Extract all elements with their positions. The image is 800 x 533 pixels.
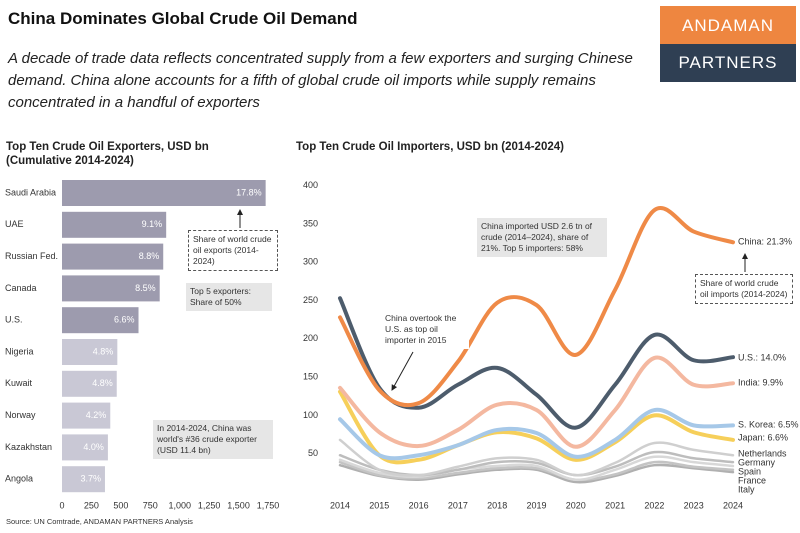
bar xyxy=(62,370,117,397)
legend-label: U.S.: 14.0% xyxy=(738,352,786,362)
category-label: Kazakhstan xyxy=(5,442,52,452)
line xyxy=(338,407,735,461)
annotation: China imported USD 2.6 tn of crude (2014… xyxy=(477,218,607,257)
category-label: Canada xyxy=(5,283,37,293)
x-tick-label: 2018 xyxy=(487,500,507,510)
bar xyxy=(62,275,160,302)
bar xyxy=(62,243,164,270)
logo-bottom: PARTNERS xyxy=(660,44,796,82)
category-label: Russian Fed. xyxy=(5,251,58,261)
data-label: 4.0% xyxy=(83,442,104,452)
y-tick-label: 250 xyxy=(303,295,318,305)
x-tick-label: 1,000 xyxy=(168,500,191,510)
line xyxy=(338,206,735,408)
line xyxy=(338,463,735,484)
legend-label: Netherlands xyxy=(738,448,787,458)
data-label: 4.8% xyxy=(93,346,114,356)
annotation: Share of world crude oil exports (2014-2… xyxy=(188,230,278,271)
legend-label: Spain xyxy=(738,466,761,476)
data-label: 17.8% xyxy=(236,187,262,197)
data-label: 3.7% xyxy=(80,474,101,484)
legend-label: Japan: 6.6% xyxy=(738,432,788,442)
x-tick-label: 1,250 xyxy=(198,500,221,510)
legend-label: Germany xyxy=(738,457,776,467)
annotation: Top 5 exporters: Share of 50% xyxy=(186,283,272,311)
line xyxy=(338,389,735,465)
x-tick-label: 2022 xyxy=(644,500,664,510)
legend-label: Italy xyxy=(738,484,755,494)
legend-label: France xyxy=(738,475,766,485)
y-tick-label: 100 xyxy=(303,410,318,420)
line xyxy=(338,355,735,449)
data-label: 8.5% xyxy=(135,283,156,293)
x-tick-label: 2024 xyxy=(723,500,743,510)
x-tick-label: 2020 xyxy=(566,500,586,510)
annotation: In 2014-2024, China was world's #36 crud… xyxy=(153,420,273,459)
data-label: 6.6% xyxy=(114,315,135,325)
bar xyxy=(62,180,266,206)
bar xyxy=(62,339,118,365)
y-tick-label: 350 xyxy=(303,218,318,228)
title: China Dominates Global Crude Oil Demand xyxy=(8,9,358,28)
source: Source: UN Comtrade, ANDAMAN PARTNERS An… xyxy=(6,517,193,526)
x-tick-label: 0 xyxy=(59,500,64,510)
x-tick-label: 2021 xyxy=(605,500,625,510)
x-tick-label: 1,750 xyxy=(257,500,280,510)
logo: ANDAMAN PARTNERS xyxy=(660,6,796,82)
y-tick-label: 300 xyxy=(303,257,318,267)
category-label: Nigeria xyxy=(5,346,34,356)
annotation-arrow xyxy=(391,351,414,391)
line xyxy=(338,438,735,477)
bar xyxy=(62,402,111,429)
annotation: Share of world crude oil imports (2014-2… xyxy=(695,274,793,304)
category-label: Norway xyxy=(5,410,36,420)
x-tick-label: 250 xyxy=(84,500,99,510)
data-label: 4.8% xyxy=(92,378,113,388)
legend-label: India: 9.9% xyxy=(738,377,783,387)
bar xyxy=(62,466,105,493)
data-label: 9.1% xyxy=(142,219,163,229)
bar xyxy=(62,434,108,461)
y-tick-label: 400 xyxy=(303,180,318,190)
bar xyxy=(62,307,139,334)
x-tick-label: 1,500 xyxy=(227,500,250,510)
x-tick-label: 2023 xyxy=(684,500,704,510)
chart-title: Top Ten Crude Oil Importers, USD bn (201… xyxy=(296,141,564,153)
x-tick-label: 750 xyxy=(143,500,158,510)
line xyxy=(338,460,735,482)
x-tick-label: 2016 xyxy=(409,500,429,510)
y-tick-label: 200 xyxy=(303,333,318,343)
subtitle: A decade of trade data reflects concentr… xyxy=(8,50,633,111)
legend-label: China: 21.3% xyxy=(738,236,792,246)
annotation: China overtook the U.S. as top oil impor… xyxy=(381,310,469,349)
bar xyxy=(62,211,167,238)
data-label: 8.8% xyxy=(139,251,160,261)
x-tick-label: 2019 xyxy=(526,500,546,510)
x-tick-label: 500 xyxy=(113,500,128,510)
category-label: U.S. xyxy=(5,315,23,325)
category-label: Kuwait xyxy=(5,378,33,388)
data-label: 4.2% xyxy=(86,410,107,420)
x-tick-label: 2015 xyxy=(369,500,389,510)
category-label: UAE xyxy=(5,219,24,229)
logo-top: ANDAMAN xyxy=(660,6,796,44)
chart-title: Top Ten Crude Oil Exporters, USD bn (Cum… xyxy=(6,141,209,167)
line xyxy=(338,455,735,481)
x-tick-label: 2014 xyxy=(330,500,350,510)
y-tick-label: 150 xyxy=(303,371,318,381)
y-tick-label: 50 xyxy=(308,448,318,458)
category-label: Angola xyxy=(5,474,33,484)
category-label: Saudi Arabia xyxy=(5,187,56,197)
legend-label: S. Korea: 6.5% xyxy=(738,419,799,429)
x-tick-label: 2017 xyxy=(448,500,468,510)
